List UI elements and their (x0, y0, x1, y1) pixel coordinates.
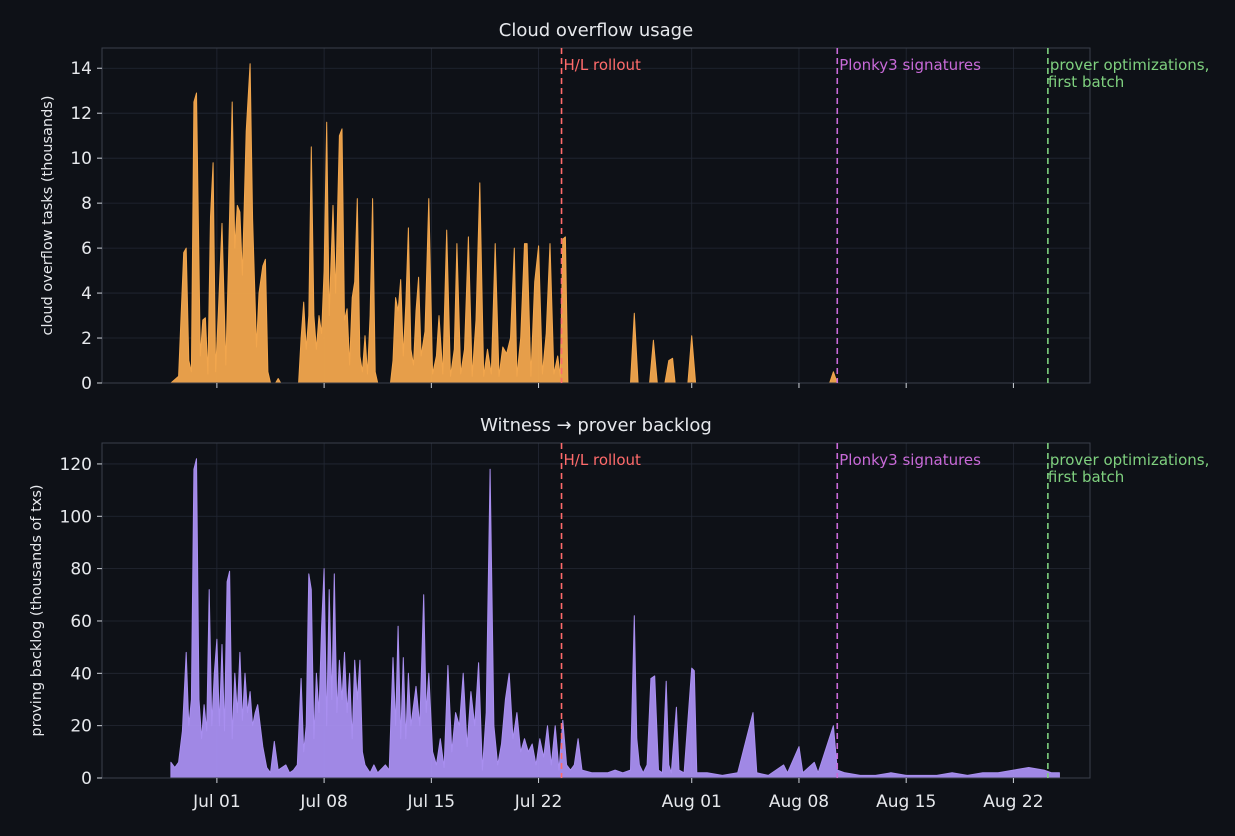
event-marker-label: prover optimizations, first batch (1048, 56, 1210, 91)
y-tick-label: 0 (81, 769, 92, 789)
axes-frame (101, 47, 1091, 384)
chart-title: Cloud overflow usage (499, 20, 693, 41)
event-marker-label: H/L rollout (564, 451, 641, 469)
plot-area (102, 443, 1090, 778)
x-tick-label: Jul 22 (514, 792, 563, 812)
axes-frame (101, 442, 1091, 779)
chart-panel-2: 0 20 40 60 80 100 120 Jul 01 Jul 08 Jul 15 Jul 22 A… (29, 415, 1209, 812)
event-marker-label: prover optimizations, first batch (1048, 451, 1210, 486)
y-tick-label: 2 (81, 329, 92, 349)
x-tick-label: Jul 01 (192, 792, 241, 812)
series-area-1 (170, 63, 1045, 384)
y-tick-label: 40 (70, 664, 92, 684)
y-tick-label: 60 (70, 612, 92, 632)
y-axis-label: cloud overflow tasks (thousands) (40, 95, 56, 335)
chart-title: Witness → prover backlog (480, 415, 712, 436)
y-tick-label: 120 (60, 455, 92, 475)
y-tick-label: 12 (70, 104, 92, 124)
series-area-1 (170, 458, 1060, 779)
y-tick-label: 0 (81, 374, 92, 394)
y-tick-label: 80 (70, 560, 92, 580)
y-tick-label: 8 (81, 194, 92, 214)
x-tick-label: Jul 08 (299, 792, 348, 812)
x-tick-label: Jul 15 (407, 792, 456, 812)
x-tick-label: Aug 01 (662, 792, 722, 812)
y-tick-label: 10 (70, 149, 92, 169)
y-tick-label: 4 (81, 284, 92, 304)
event-marker-label: H/L rollout (564, 56, 641, 74)
x-tick-label: Aug 08 (769, 792, 829, 812)
y-axis-label: proving backlog (thousands of txs) (29, 484, 45, 736)
event-marker-label: Plonky3 signatures (839, 451, 981, 469)
x-tick-label: Aug 22 (983, 792, 1043, 812)
y-tick-label: 20 (70, 717, 92, 737)
y-tick-label: 14 (70, 59, 92, 79)
y-tick-label: 100 (60, 507, 92, 527)
chart-panel-1: 0 2 4 6 8 10 12 14 H/L rollout Plonky3 signatures… (40, 20, 1209, 394)
event-marker-label: Plonky3 signatures (839, 56, 981, 74)
y-tick-label: 6 (81, 239, 92, 259)
x-tick-label: Aug 15 (876, 792, 936, 812)
